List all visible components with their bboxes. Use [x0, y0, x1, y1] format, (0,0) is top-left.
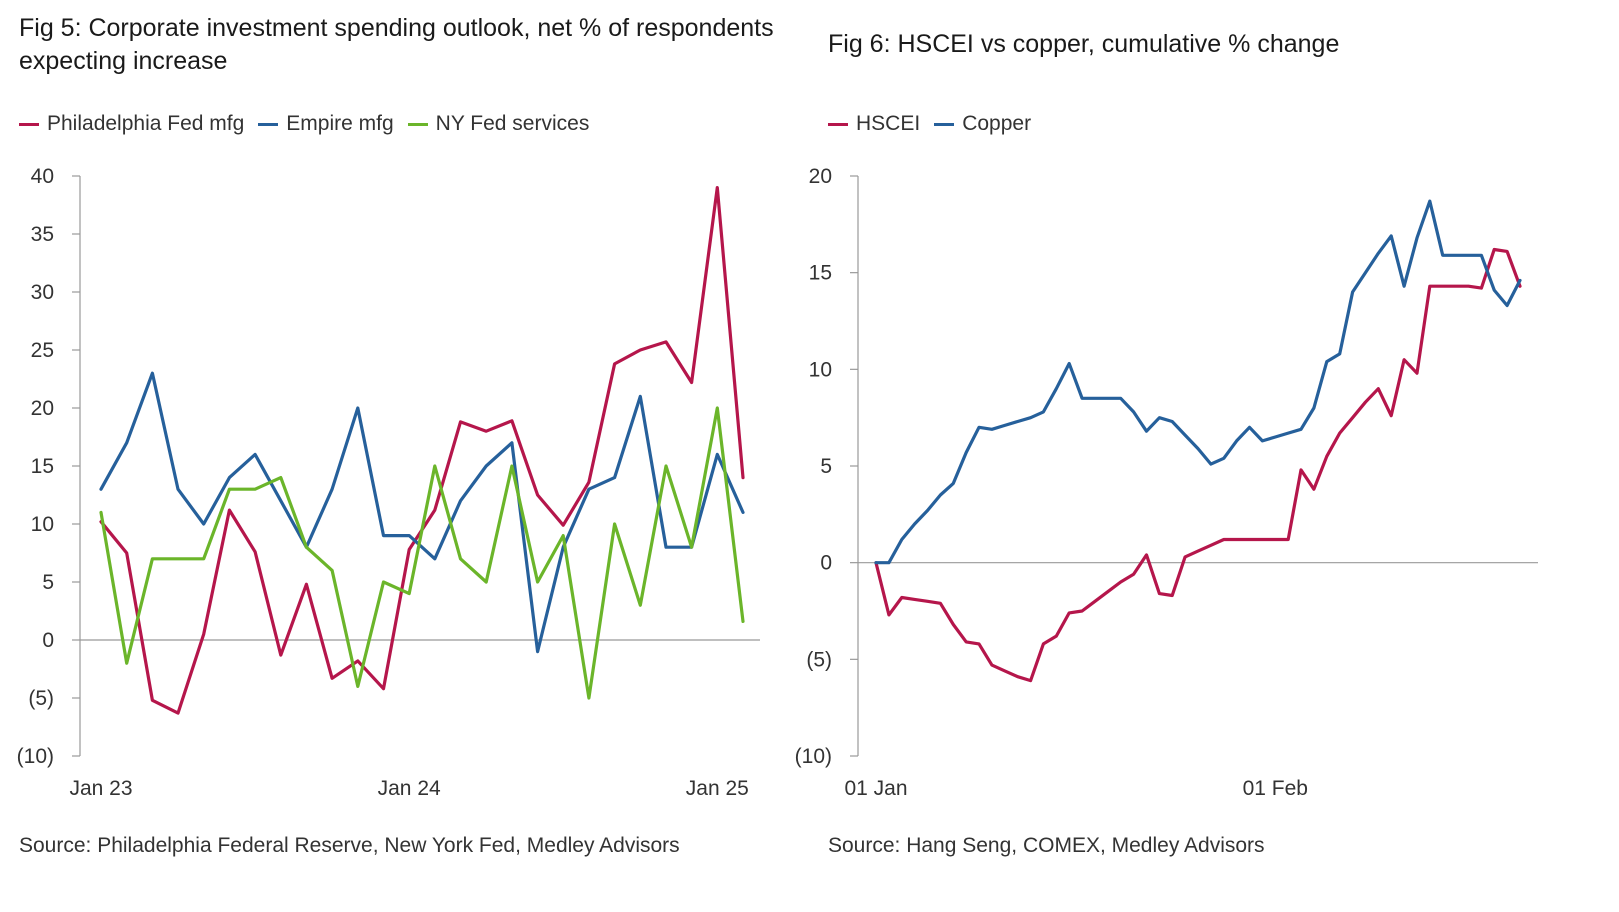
series-line-philadelphia-fed-mfg	[99, 186, 745, 715]
legend-item: Empire mfg	[258, 112, 394, 136]
legend-label: Philadelphia Fed mfg	[47, 112, 245, 135]
legend-swatch	[828, 122, 848, 126]
y-tick-label: 10	[31, 513, 54, 536]
figure-5: Fig 5: Corporate investment spending out…	[0, 0, 800, 912]
x-tick-label: Jan 23	[69, 777, 132, 800]
legend-item: NY Fed services	[407, 112, 590, 136]
y-tick-label: 0	[820, 552, 832, 575]
y-tick-label: 25	[31, 339, 54, 362]
y-tick-label: (5)	[806, 648, 832, 671]
x-tick-label: 01 Jan	[844, 777, 907, 800]
legend-item: Copper	[934, 112, 1031, 136]
y-tick-label: 15	[809, 262, 832, 285]
y-tick-label: 0	[42, 629, 54, 652]
legend-item: HSCEI	[828, 112, 920, 136]
legend-label: NY Fed services	[435, 112, 590, 135]
y-tick-label: 5	[820, 455, 832, 478]
y-tick-label: 10	[809, 358, 832, 381]
series-line-empire-mfg	[99, 371, 745, 654]
source-note: Source: Hang Seng, COMEX, Medley Advisor…	[828, 834, 1265, 857]
y-tick-label: 20	[809, 165, 832, 188]
legend-swatch	[258, 122, 279, 126]
plot-area: (10) (5) 0 5 10 15 20 01 Jan 01 Feb	[795, 165, 1538, 800]
y-tick-label: 20	[31, 397, 54, 420]
legend: HSCEI Copper	[828, 112, 1045, 136]
legend-item: Philadelphia Fed mfg	[19, 112, 244, 136]
series-line-copper	[874, 199, 1522, 565]
legend-swatch	[19, 122, 39, 126]
y-tick-label: (5)	[28, 687, 54, 710]
legend-swatch	[934, 122, 955, 126]
y-tick-label: 40	[31, 165, 54, 188]
legend-label: Copper	[962, 112, 1032, 135]
y-tick-label: 30	[31, 281, 54, 304]
x-tick-label: Jan 25	[686, 777, 749, 800]
source-note: Source: Philadelphia Federal Reserve, Ne…	[19, 834, 680, 857]
series-line-hscei	[874, 247, 1522, 683]
y-tick-label: 5	[42, 571, 54, 594]
y-tick-label: (10)	[17, 745, 54, 768]
legend-label: HSCEI	[856, 112, 921, 135]
x-tick-label: Jan 24	[378, 777, 441, 800]
chart-title: Fig 5: Corporate investment spending out…	[19, 14, 774, 75]
chart-title: Fig 6: HSCEI vs copper, cumulative % cha…	[828, 30, 1340, 58]
series-line-ny-fed-services	[99, 406, 745, 700]
legend-label: Empire mfg	[286, 112, 394, 135]
x-tick-label: 01 Feb	[1243, 777, 1308, 800]
y-tick-label: (10)	[795, 745, 832, 768]
figure-6: Fig 6: HSCEI vs copper, cumulative % cha…	[795, 0, 1619, 912]
plot-area: (10) (5) 0 5 10 15 20 25 30 35 40 Jan 23 Jan 24 Jan 2…	[17, 165, 760, 800]
y-tick-label: 35	[31, 223, 54, 246]
legend: Philadelphia Fed mfg Empire mfg NY Fed s…	[19, 112, 603, 136]
y-tick-label: 15	[31, 455, 54, 478]
legend-swatch	[407, 122, 428, 126]
